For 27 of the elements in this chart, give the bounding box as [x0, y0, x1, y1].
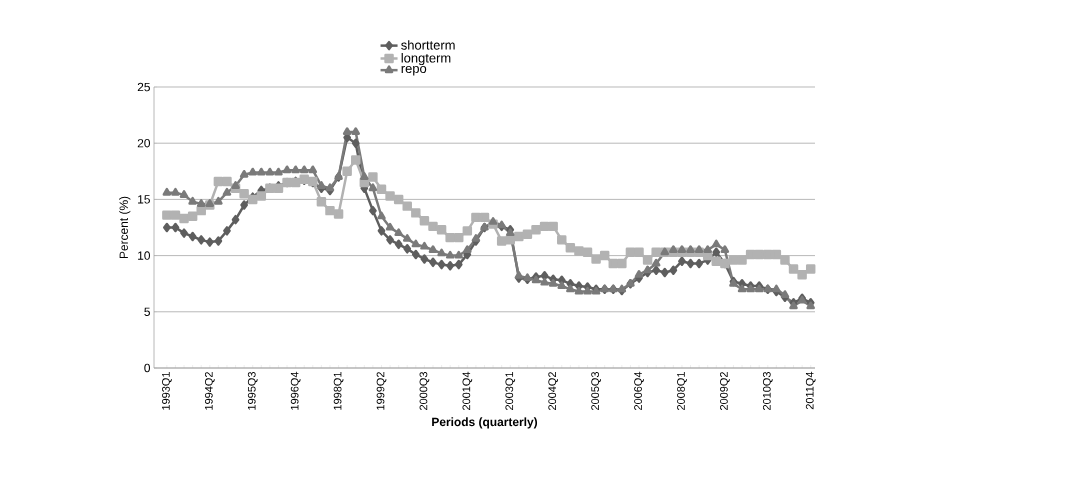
x-tick-label: 2011Q4 [805, 371, 816, 410]
y-tick-label: 15 [138, 195, 150, 204]
x-tick-label: 2001Q4 [462, 371, 473, 410]
x-tick-label: 2006Q4 [634, 371, 644, 410]
y-tick-label: 5 [144, 307, 150, 316]
x-tick-label: 1998Q1 [333, 372, 344, 410]
x-tick-label: 1999Q2 [376, 372, 387, 410]
x-tick-label: 2008Q1 [677, 372, 687, 410]
x-tick-label: 2009Q2 [720, 372, 730, 410]
x-tick-label: 1996Q4 [290, 371, 301, 410]
y-tick-label: 10 [138, 251, 151, 260]
x-axis-title: Periods (quarterly) [432, 417, 538, 429]
x-tick-label: 2004Q2 [548, 372, 559, 410]
x-tick-label: 1995Q3 [247, 372, 258, 410]
y-tick-label: 0 [144, 363, 151, 373]
x-tick-label: 2005Q3 [591, 372, 601, 410]
legend-label: shortterm [401, 40, 455, 50]
y-axis-title: Percent (%) [119, 196, 131, 259]
legend-label: repo [401, 65, 427, 76]
y-tick-label: 25 [137, 82, 150, 92]
x-tick-label: 1994Q2 [204, 372, 215, 410]
x-tick-label: 2010Q3 [762, 372, 773, 410]
legend-label: longterm [401, 53, 451, 66]
y-tick-label: 20 [137, 138, 151, 148]
x-tick-label: 2003Q1 [505, 372, 516, 410]
x-tick-label: 2000Q3 [419, 372, 430, 410]
x-tick-label: 1993Q1 [162, 372, 172, 410]
